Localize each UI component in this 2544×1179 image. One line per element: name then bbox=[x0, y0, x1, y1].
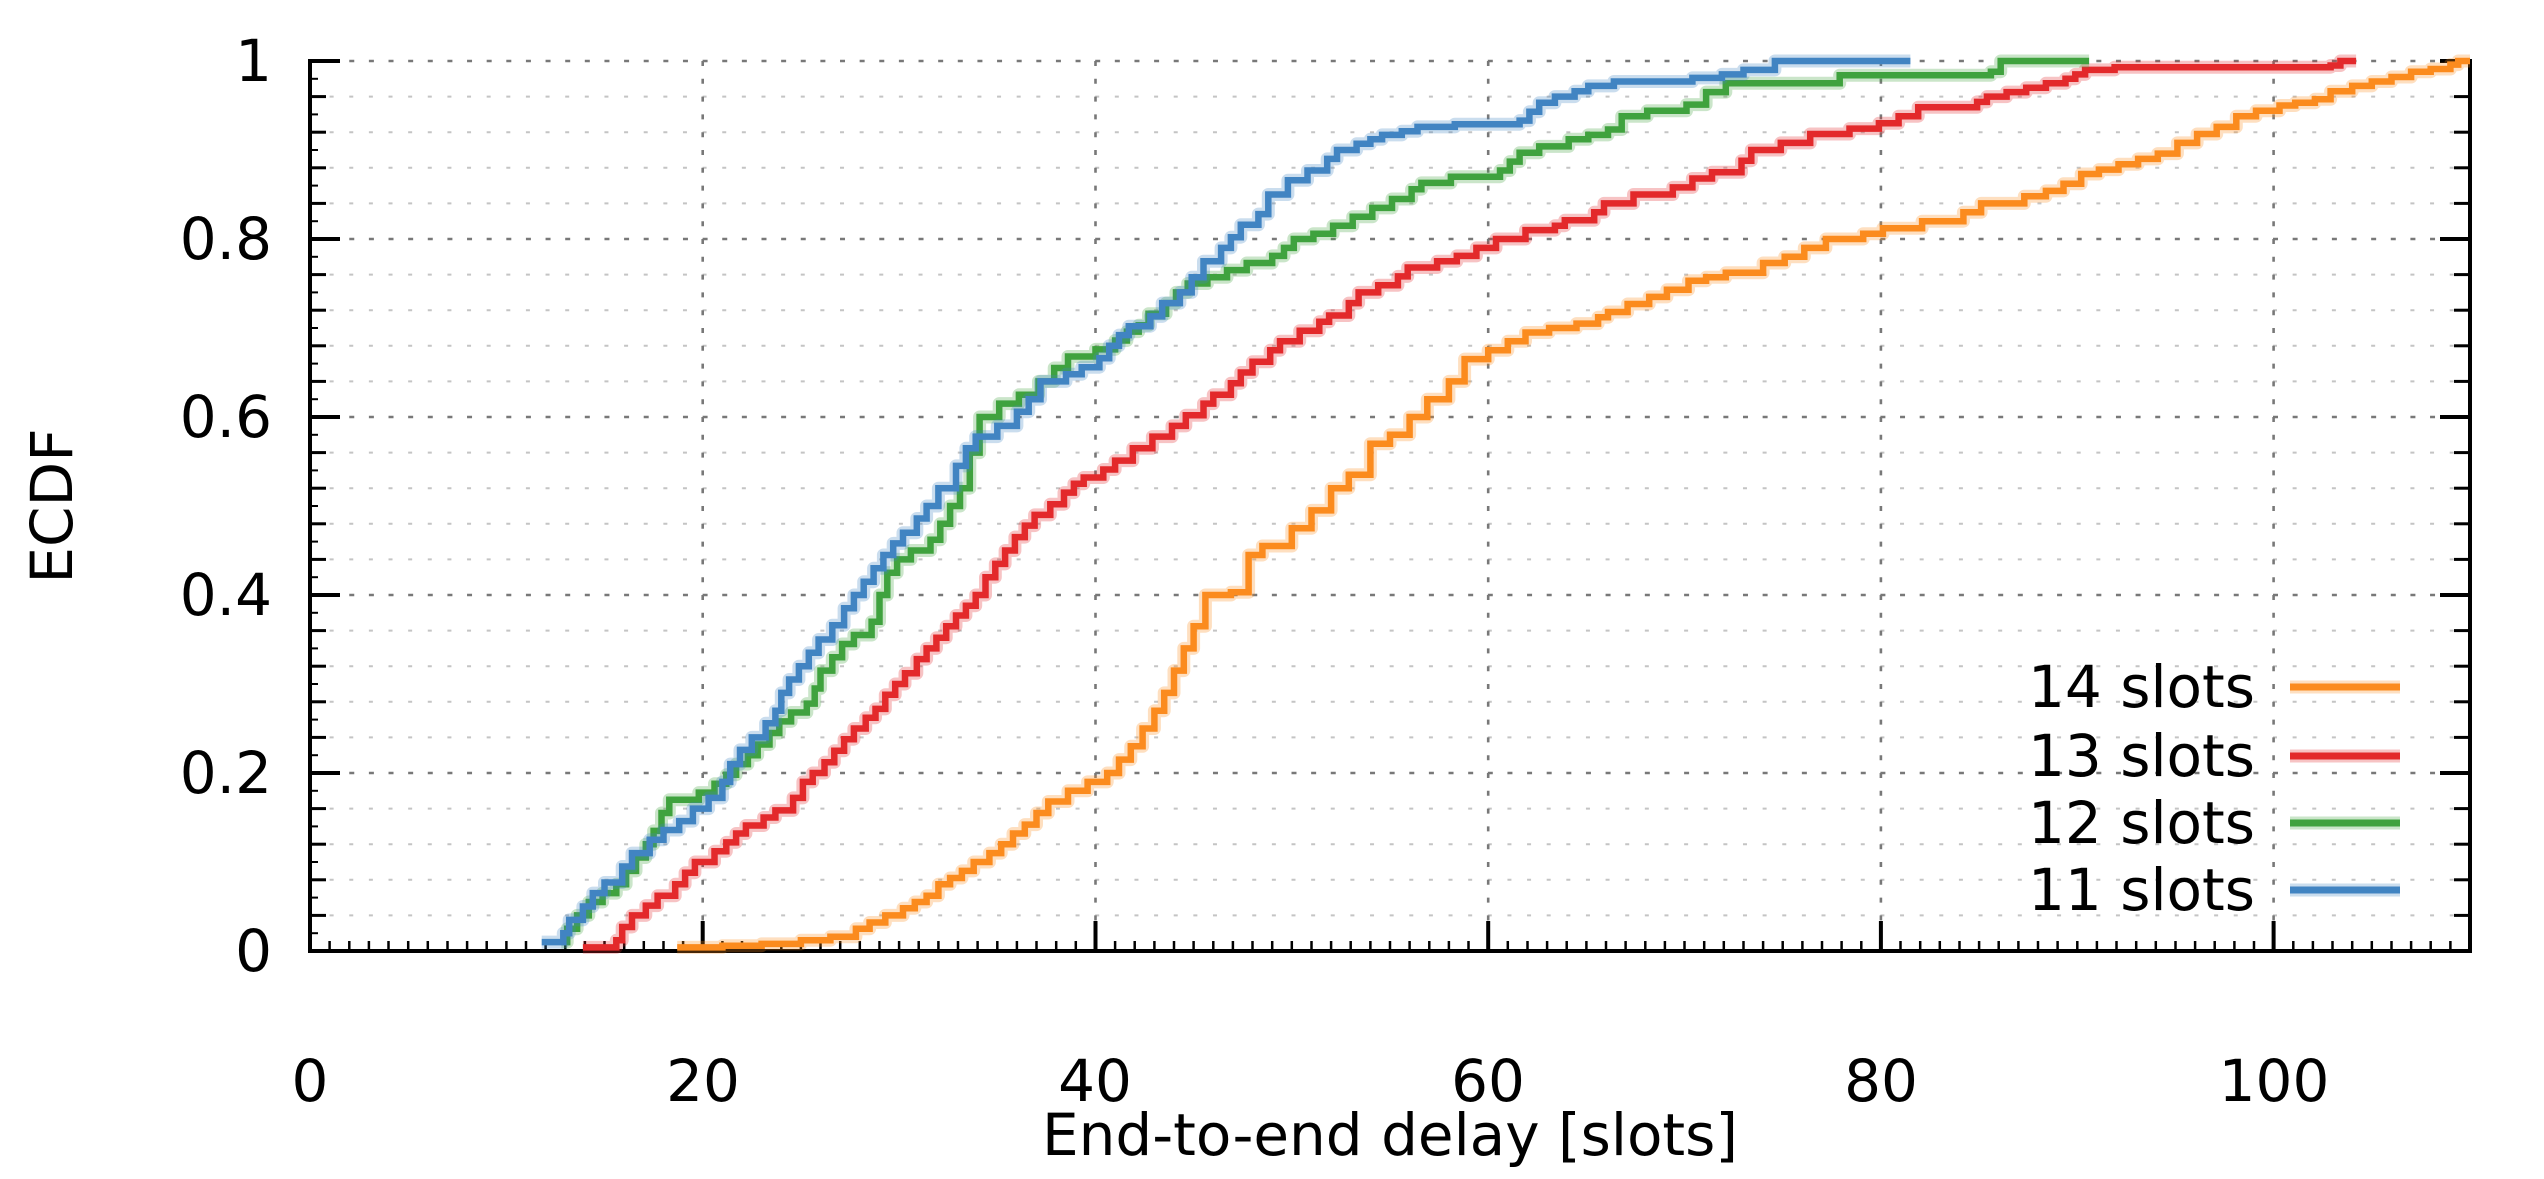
legend-label-11-slots: 11 slots bbox=[2027, 856, 2255, 924]
x-tick-label-20: 20 bbox=[666, 1047, 740, 1115]
series-curve-13-slots-core bbox=[582, 57, 2357, 951]
legend-label-14-slots: 14 slots bbox=[2027, 653, 2255, 721]
series-curve-11-slots-core bbox=[541, 57, 1911, 946]
y-tick-label-0: 0 bbox=[235, 917, 272, 985]
x-tick-label-80: 80 bbox=[1844, 1047, 1918, 1115]
y-tick-label-0-8: 0.8 bbox=[179, 205, 272, 273]
x-tick-label-40: 40 bbox=[1058, 1047, 1132, 1115]
legend-label-13-slots: 13 slots bbox=[2027, 722, 2255, 790]
series-curve-14-slots-core bbox=[677, 57, 2470, 951]
y-tick-label-1: 1 bbox=[235, 27, 272, 95]
x-tick-label-100: 100 bbox=[2218, 1047, 2330, 1115]
legend-label-12-slots: 12 slots bbox=[2027, 789, 2255, 857]
y-tick-label-0-4: 0.4 bbox=[179, 561, 272, 629]
series-curve-11-slots bbox=[541, 54, 1911, 949]
x-axis-title: End-to-end delay [slots] bbox=[1041, 1101, 1739, 1169]
y-tick-label-0-6: 0.6 bbox=[179, 383, 272, 451]
y-tick-label-0-2: 0.2 bbox=[179, 739, 272, 807]
x-tick-label-0: 0 bbox=[291, 1047, 329, 1115]
x-tick-label-60: 60 bbox=[1451, 1047, 1525, 1115]
